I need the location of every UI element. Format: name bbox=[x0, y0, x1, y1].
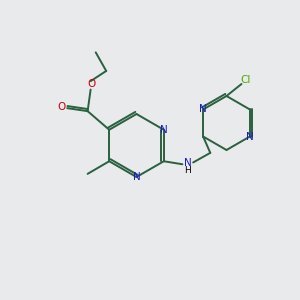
Text: N: N bbox=[133, 172, 140, 182]
Text: H: H bbox=[184, 166, 191, 175]
Text: N: N bbox=[246, 131, 254, 142]
Text: N: N bbox=[184, 158, 192, 168]
Text: O: O bbox=[58, 102, 66, 112]
Text: N: N bbox=[160, 125, 168, 135]
Text: Cl: Cl bbox=[241, 75, 251, 85]
Text: O: O bbox=[87, 80, 95, 89]
Text: N: N bbox=[199, 104, 207, 115]
